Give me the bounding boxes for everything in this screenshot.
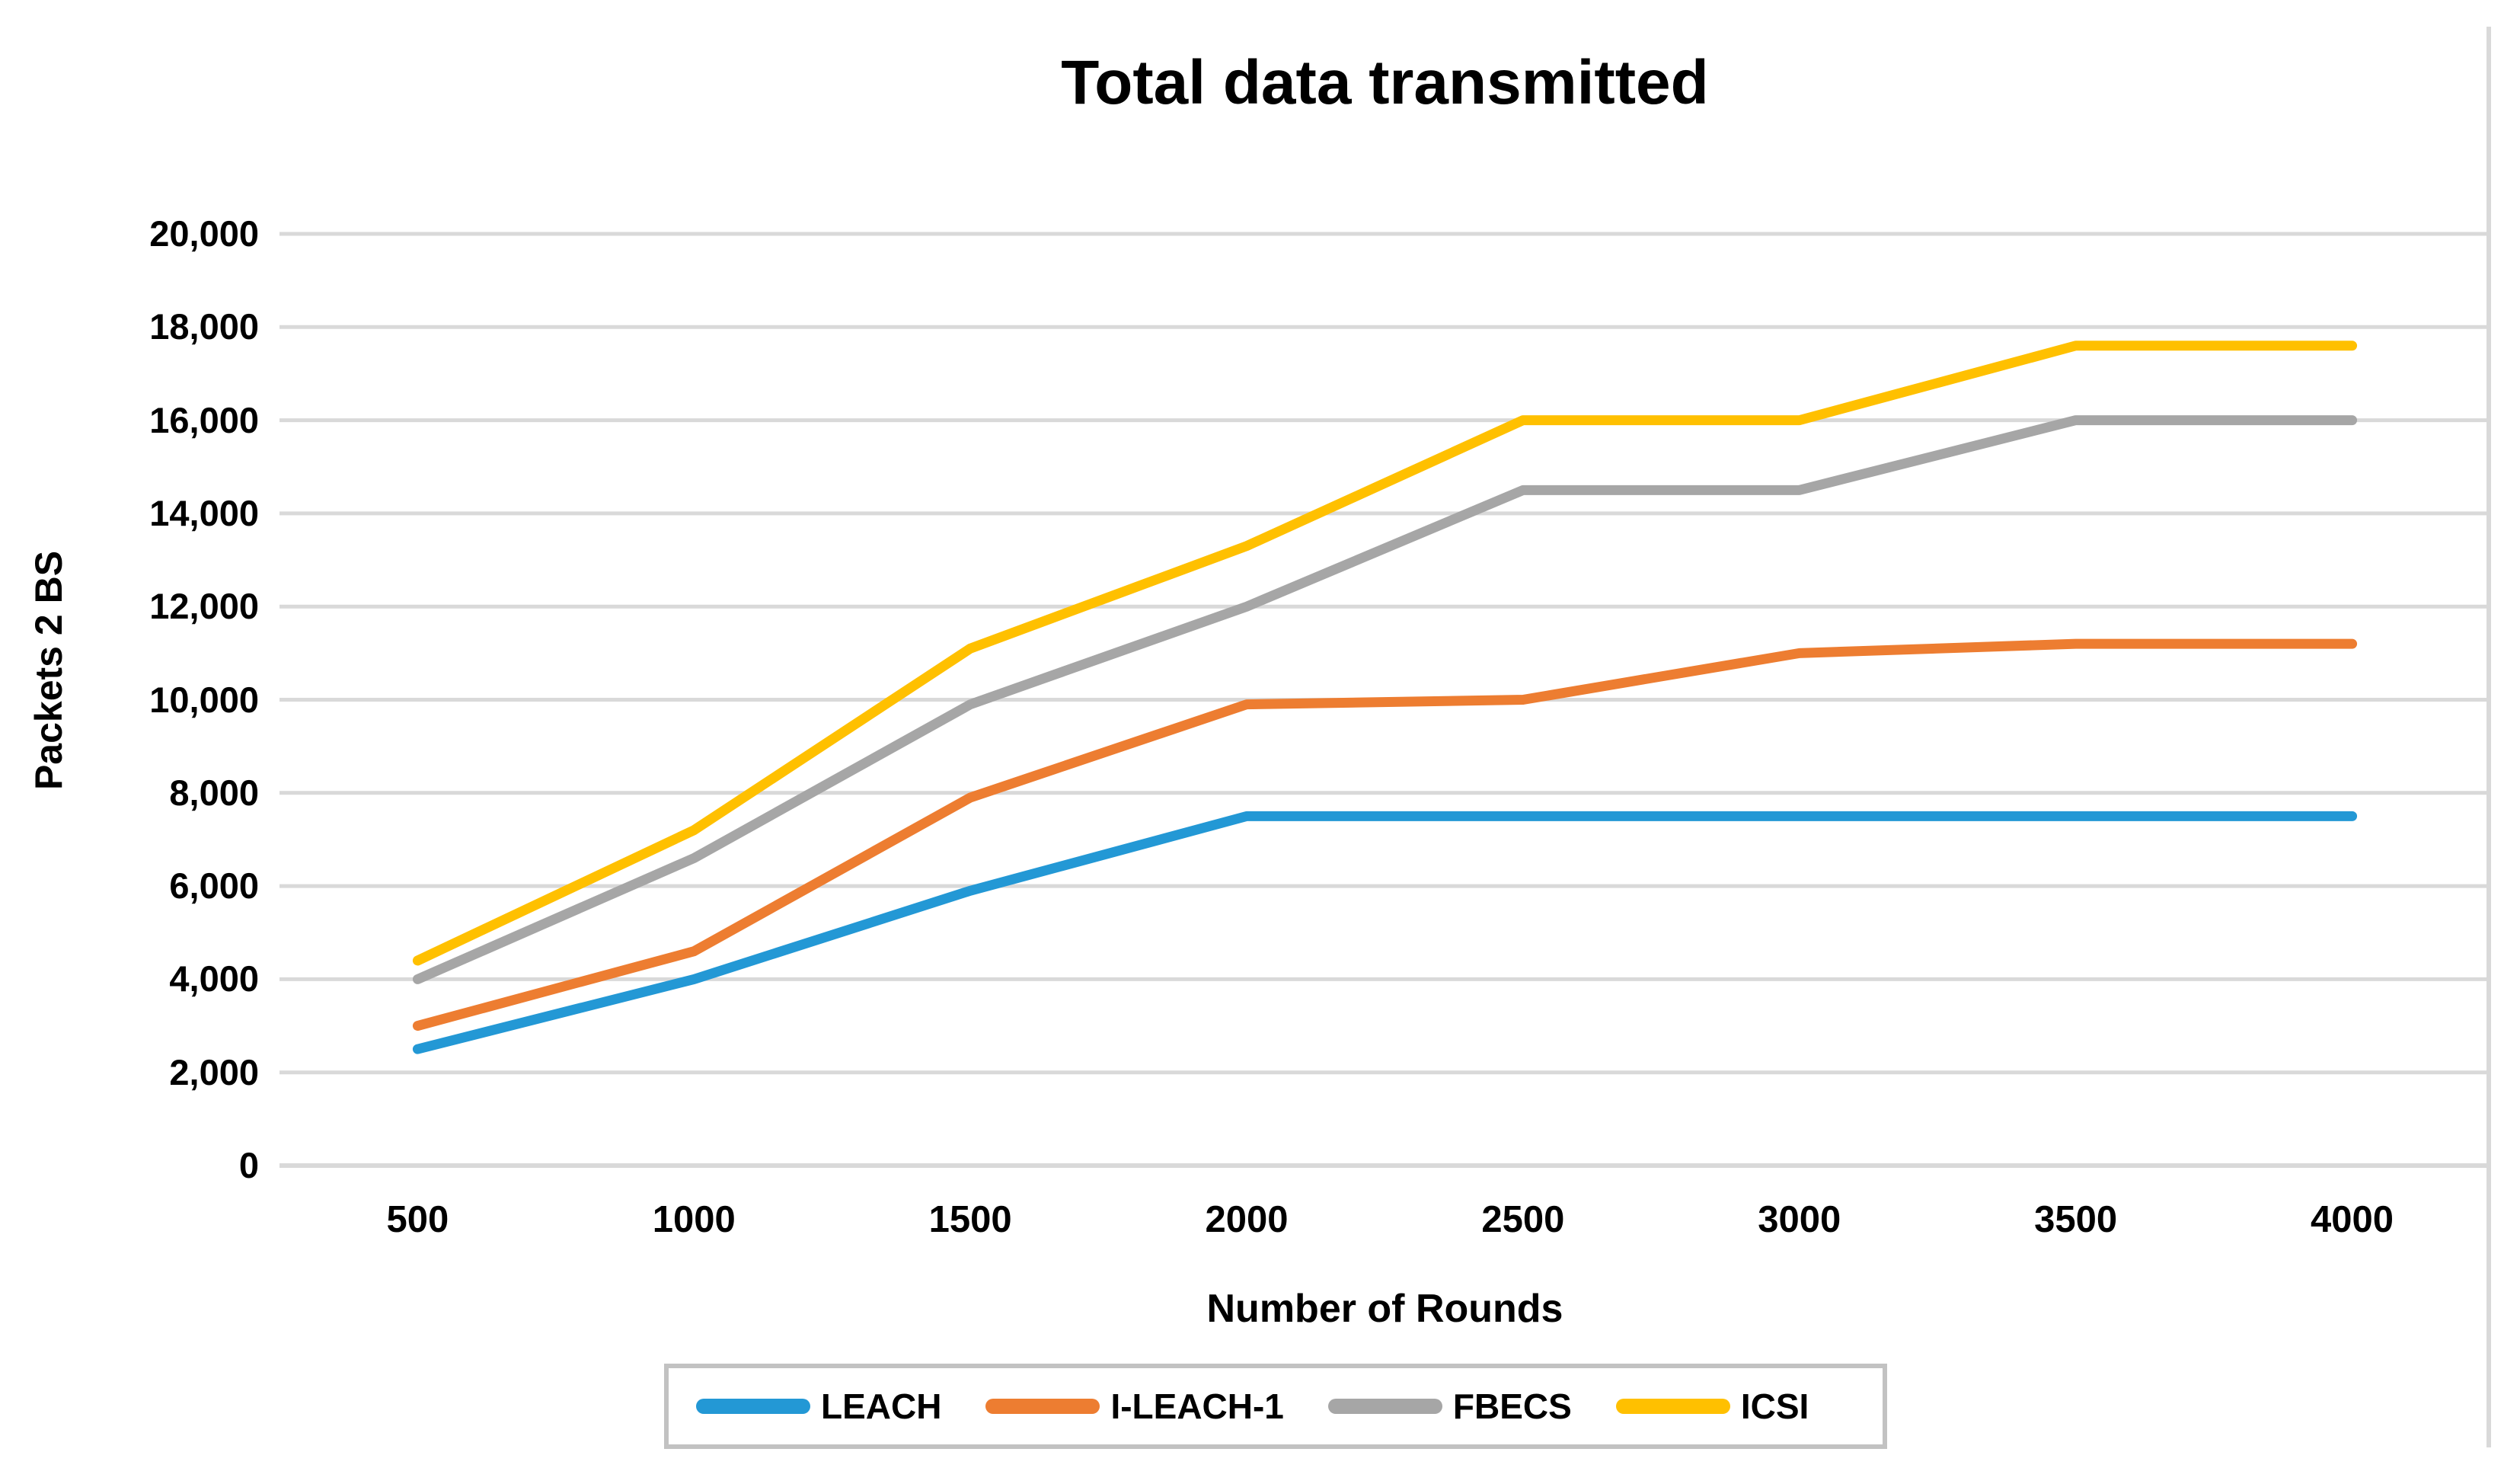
x-tick-label: 2500 [1481, 1199, 1565, 1240]
y-tick-label: 20,000 [149, 213, 259, 254]
y-tick-label: 4,000 [169, 958, 259, 999]
series-line-fbecs [412, 415, 2358, 984]
y-tick-label: 10,000 [149, 679, 259, 720]
x-tick-label: 500 [386, 1199, 449, 1240]
legend-item-leach: LEACH [696, 1386, 941, 1427]
legend-item-fbecs: FBECS [1327, 1386, 1572, 1427]
chart-title: Total data transmitted [1061, 48, 1709, 117]
legend-label: LEACH [821, 1386, 942, 1426]
legend: LEACH I-LEACH-1 FBECS ICSI [664, 1364, 1887, 1449]
y-axis-title: Packets 2 BS [27, 550, 70, 791]
legend-line-swatch [1327, 1399, 1442, 1414]
y-tick-label: 14,000 [149, 492, 259, 533]
x-tick-label: 4000 [2311, 1199, 2394, 1240]
x-axis-title: Number of Rounds [1206, 1287, 1563, 1331]
legend-item-i-leach-1: I-LEACH-1 [985, 1386, 1284, 1427]
y-tick-label: 16,000 [149, 399, 259, 440]
legend-line-swatch [696, 1399, 810, 1414]
x-tick-label: 1000 [652, 1199, 736, 1240]
x-tick-label: 3000 [1758, 1199, 1841, 1240]
x-tick-label: 2000 [1205, 1199, 1289, 1240]
y-tick-label: 8,000 [169, 772, 259, 813]
y-tick-label: 6,000 [169, 865, 259, 907]
series-line-i-leach-1 [412, 638, 2358, 1031]
legend-label: FBECS [1452, 1386, 1572, 1426]
legend-item-icsi: ICSI [1615, 1386, 1809, 1427]
legend-line-swatch [1615, 1399, 1730, 1414]
x-tick-label: 1500 [928, 1199, 1012, 1240]
y-tick-label: 12,000 [149, 586, 259, 627]
legend-line-swatch [985, 1399, 1100, 1414]
x-tick-label: 3500 [2034, 1199, 2118, 1240]
legend-label: I-LEACH-1 [1110, 1386, 1284, 1426]
series-line-leach [412, 811, 2358, 1054]
y-tick-label: 18,000 [149, 306, 259, 347]
y-tick-label: 0 [238, 1145, 259, 1185]
series-line-icsi [412, 341, 2358, 966]
legend-label: ICSI [1740, 1386, 1809, 1426]
y-tick-label: 2,000 [169, 1051, 259, 1092]
